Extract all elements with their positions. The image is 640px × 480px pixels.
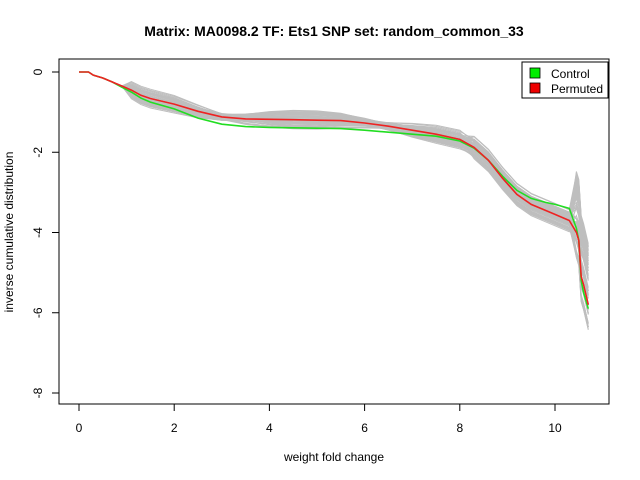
x-axis-label: weight fold change	[283, 450, 384, 464]
x-axis: 0 2 4 6 8 10	[76, 403, 562, 435]
chart-title: Matrix: MA0098.2 TF: Ets1 SNP set: rando…	[144, 23, 524, 39]
y-axis-label: inverse cumulative distribution	[2, 152, 16, 313]
background-curves	[79, 71, 589, 330]
y-axis: 0 -2 -4 -6 -8	[31, 68, 60, 398]
y-tick-label: -4	[31, 227, 45, 238]
legend-label-control: Control	[551, 67, 590, 81]
x-tick-label: 0	[76, 421, 83, 435]
x-tick-label: 6	[361, 421, 368, 435]
x-tick-label: 8	[456, 421, 463, 435]
y-tick-label: -6	[31, 307, 45, 318]
series-line-control	[79, 71, 590, 309]
y-tick-label: 0	[31, 68, 45, 75]
plot-frame	[58, 58, 610, 405]
x-tick-label: 10	[548, 421, 562, 435]
background-curve	[79, 71, 589, 330]
legend-swatch-control	[529, 67, 541, 79]
y-tick-label: -8	[31, 387, 45, 398]
data-series	[79, 71, 590, 309]
x-tick-label: 2	[171, 421, 178, 435]
series-line-permuted	[79, 71, 590, 305]
x-tick-label: 4	[266, 421, 273, 435]
legend-swatch-permuted	[529, 82, 541, 94]
y-tick-label: -2	[31, 147, 45, 158]
legend: Control Permuted	[521, 61, 609, 99]
legend-label-permuted: Permuted	[551, 82, 603, 96]
